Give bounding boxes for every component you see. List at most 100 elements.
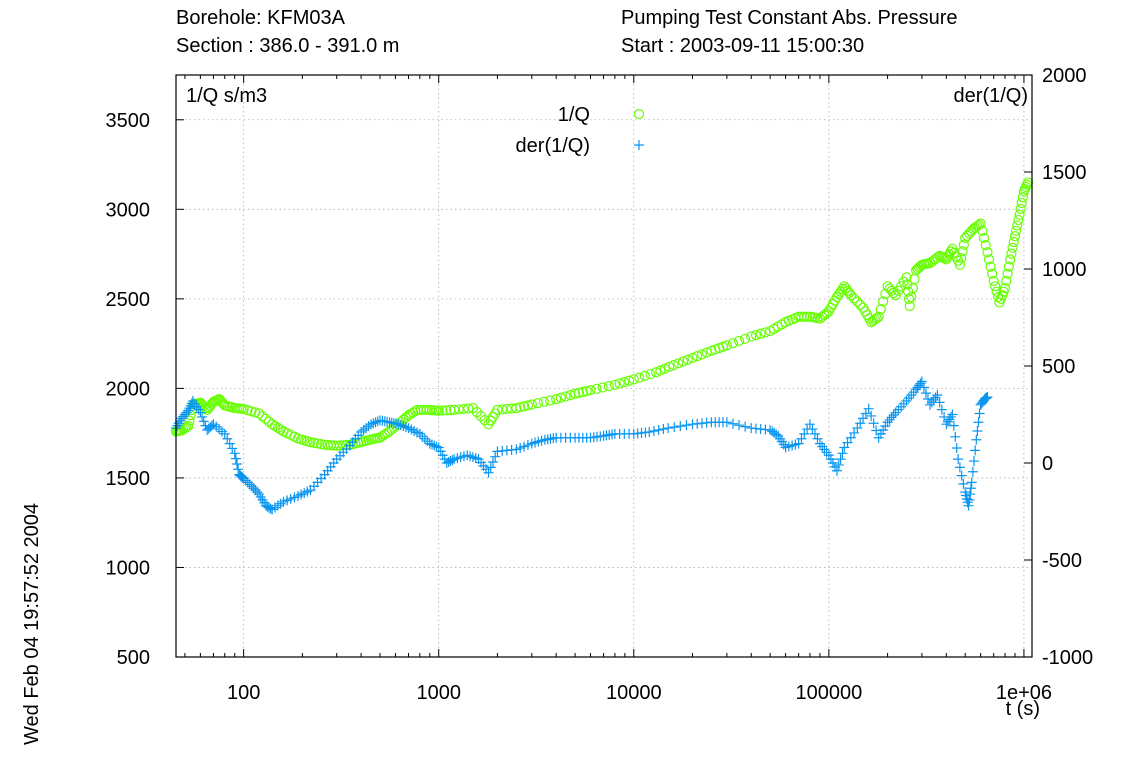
- series-der-point: [232, 458, 243, 469]
- series-der-point: [809, 428, 820, 439]
- series-1q-point: [1014, 209, 1025, 220]
- series-der-point: [414, 428, 425, 439]
- series-1q-point: [1002, 268, 1013, 279]
- series-der-point: [648, 425, 659, 436]
- series-1q-point: [573, 387, 585, 398]
- y-right-tick-label: 0: [1042, 453, 1053, 475]
- series-der-point: [224, 438, 235, 449]
- series-1q-point: [308, 437, 320, 448]
- series-der-point: [916, 376, 927, 387]
- series-der-point: [918, 382, 929, 393]
- series-1q-point: [421, 404, 432, 415]
- series-der-point: [198, 416, 209, 427]
- grid-lines: [176, 75, 1032, 658]
- series-1q-point: [1006, 248, 1017, 259]
- series-1q-point: [733, 335, 745, 347]
- series-1q-point: [1001, 275, 1012, 287]
- series-der-point: [644, 426, 655, 437]
- series-1q-point: [760, 327, 771, 338]
- series-der-point: [948, 420, 959, 431]
- legend-1q-symbol: [633, 108, 645, 120]
- series-1q-point: [305, 437, 316, 448]
- series-der-point: [658, 424, 669, 435]
- series-1q-point: [849, 293, 860, 304]
- series-1q-point: [272, 422, 283, 433]
- series-1q-point: [181, 422, 192, 433]
- y-right-tick-label: 1000: [1042, 259, 1087, 281]
- series-1q-point: [645, 368, 656, 380]
- legend-der-label: der(1/Q): [516, 135, 590, 157]
- series-1q-point: [522, 400, 534, 411]
- series-1q-point: [178, 424, 189, 435]
- series-1q-point: [515, 402, 526, 413]
- series-1q-point: [267, 419, 278, 430]
- y-right-tick-label: 2000: [1042, 65, 1087, 87]
- series-1q-point: [437, 405, 448, 416]
- series-der-point: [934, 397, 945, 408]
- series-der-point: [866, 410, 877, 421]
- series-der-point: [831, 465, 842, 476]
- series-der-point: [230, 453, 241, 464]
- series-der-point: [395, 420, 406, 431]
- series-1q-point: [878, 296, 889, 307]
- series-1q-point: [746, 331, 757, 342]
- series-1q-point: [238, 403, 249, 415]
- series-der-point: [233, 464, 244, 475]
- series-1q-point: [740, 333, 751, 344]
- series-1q-point: [687, 352, 698, 364]
- series-1q-point: [871, 312, 882, 324]
- series-1q-point: [526, 399, 537, 410]
- series-der-point: [971, 434, 982, 445]
- series-1q-point: [334, 440, 346, 451]
- series-1q-point: [875, 304, 886, 315]
- series-1q-point: [555, 392, 566, 403]
- series-der-point: [954, 462, 965, 473]
- series-der-point: [400, 422, 411, 433]
- series-1q-point: [802, 311, 813, 322]
- series-der-point: [227, 443, 238, 454]
- series-1q-point: [614, 378, 625, 389]
- series-1q-point: [634, 372, 645, 383]
- series-1q-point: [441, 405, 452, 416]
- series-1q-point: [888, 287, 899, 299]
- series-1q-point: [958, 239, 969, 250]
- series-der-point: [366, 419, 377, 430]
- series-der-point: [216, 426, 227, 437]
- series-1q-point: [591, 383, 602, 394]
- series-1q-point: [903, 293, 915, 304]
- series-1q-point: [957, 246, 968, 257]
- series-1q-point: [975, 218, 986, 229]
- series-1q-point: [1008, 236, 1019, 248]
- series-1q-point: [560, 391, 571, 402]
- series-1q-point: [544, 395, 556, 406]
- series-der-point: [804, 419, 815, 430]
- series-1q-point: [569, 388, 581, 399]
- series-der-point: [807, 424, 818, 435]
- series-1q-point: [1012, 220, 1023, 231]
- series-der-point: [965, 483, 976, 494]
- series-der-point: [229, 448, 240, 459]
- y-left-tick-label: 3000: [106, 199, 151, 221]
- axis-ticks: 100 1000 10000 100000 1e+0650010001500200025…: [106, 65, 1094, 704]
- series-1q-point: [650, 367, 662, 378]
- series-der-point: [969, 456, 980, 467]
- series-1q-point: [999, 283, 1011, 294]
- y-left-tick-label: 2500: [106, 289, 151, 311]
- series-1q-point: [1015, 203, 1026, 214]
- series-der-point: [888, 409, 899, 420]
- series-1q-point: [628, 374, 639, 385]
- series-1q-point: [980, 240, 991, 251]
- series-der-point: [424, 438, 435, 449]
- series-1q-point: [701, 347, 712, 358]
- series-der-point: [966, 477, 977, 488]
- series-der-point: [963, 500, 974, 511]
- series-der-point: [183, 405, 194, 416]
- series-der-point: [860, 408, 871, 419]
- series-1q-point: [696, 349, 708, 360]
- series-der-point: [932, 390, 943, 401]
- series-der-point: [184, 403, 195, 414]
- legend-der-symbol: [634, 140, 644, 150]
- x-tick-label: 10000: [606, 682, 662, 704]
- series-der-point: [721, 417, 732, 428]
